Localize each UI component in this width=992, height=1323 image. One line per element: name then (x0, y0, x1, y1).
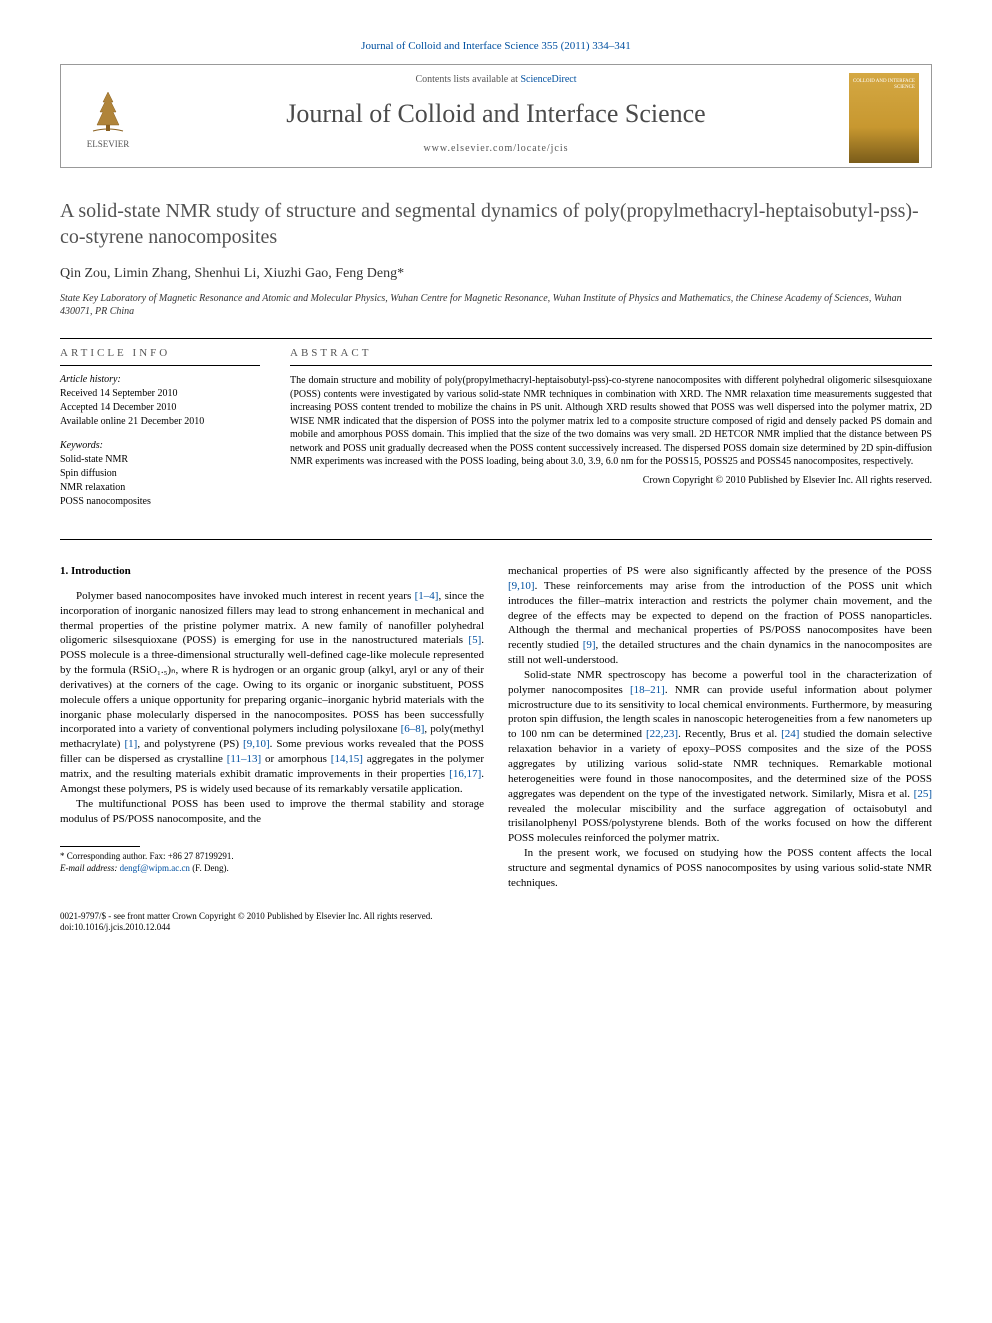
journal-header-box: ELSEVIER Contents lists available at Sci… (60, 64, 932, 168)
email-author-name: (F. Deng). (192, 863, 229, 873)
citation-link[interactable]: [22,23] (646, 728, 678, 740)
body-paragraph: Solid-state NMR spectroscopy has become … (508, 668, 932, 846)
header-center: Contents lists available at ScienceDirec… (163, 74, 829, 162)
corresponding-footnote: * Corresponding author. Fax: +86 27 8719… (60, 851, 484, 863)
body-paragraph: In the present work, we focused on study… (508, 846, 932, 891)
citation-link[interactable]: [25] (914, 788, 932, 800)
keyword-item: NMR relaxation (60, 481, 260, 494)
abstract-column: ABSTRACT The domain structure and mobili… (290, 339, 932, 509)
online-date: Available online 21 December 2010 (60, 415, 260, 428)
history-label: Article history: (60, 374, 260, 385)
body-text: . Recently, Brus et al. (678, 728, 781, 740)
elsevier-logo: ELSEVIER (73, 78, 143, 158)
keywords-block: Keywords: Solid-state NMR Spin diffusion… (60, 440, 260, 508)
citation-link[interactable]: [11–13] (227, 753, 261, 765)
info-abstract-row: ARTICLE INFO Article history: Received 1… (60, 338, 932, 509)
elsevier-label: ELSEVIER (87, 139, 130, 149)
citation-link[interactable]: [14,15] (331, 753, 363, 765)
journal-cover-thumbnail: COLLOID AND INTERFACE SCIENCE (849, 73, 919, 163)
keyword-item: POSS nanocomposites (60, 495, 260, 508)
citation-link[interactable]: [9,10] (243, 738, 270, 750)
body-column-left: 1. Introduction Polymer based nanocompos… (60, 564, 484, 891)
page-container: Journal of Colloid and Interface Science… (0, 0, 992, 974)
body-text: or amorphous (261, 753, 331, 765)
footer-doi: doi:10.1016/j.jcis.2010.12.044 (60, 922, 932, 934)
authors-names: Qin Zou, Limin Zhang, Shenhui Li, Xiuzhi… (60, 266, 397, 281)
body-text: Polymer based nanocomposites have invoke… (76, 590, 415, 602)
email-footnote: E-mail address: dengf@wipm.ac.cn (F. Den… (60, 863, 484, 875)
header-row: ELSEVIER Contents lists available at Sci… (61, 65, 931, 167)
body-column-right: mechanical properties of PS were also si… (508, 564, 932, 891)
journal-homepage-url: www.elsevier.com/locate/jcis (163, 143, 829, 154)
body-paragraph: Polymer based nanocomposites have invoke… (60, 589, 484, 797)
email-label: E-mail address: (60, 863, 117, 873)
citation-link[interactable]: [16,17] (449, 768, 481, 780)
article-info-header: ARTICLE INFO (60, 339, 260, 366)
section-divider (60, 539, 932, 540)
body-text: mechanical properties of PS were also si… (508, 565, 932, 577)
received-date: Received 14 September 2010 (60, 387, 260, 400)
citation-link[interactable]: [6–8] (401, 723, 425, 735)
sciencedirect-link[interactable]: ScienceDirect (520, 74, 576, 85)
citation-link[interactable]: [1] (125, 738, 138, 750)
citation-link[interactable]: [9] (583, 639, 596, 651)
accepted-date: Accepted 14 December 2010 (60, 401, 260, 414)
citation-link[interactable]: [9,10] (508, 580, 535, 592)
contents-text: Contents lists available at (415, 74, 520, 85)
abstract-copyright: Crown Copyright © 2010 Published by Else… (290, 475, 932, 486)
page-footer: 0021-9797/$ - see front matter Crown Cop… (60, 911, 932, 934)
keywords-label: Keywords: (60, 440, 260, 451)
footnote-separator (60, 846, 140, 847)
journal-reference: Journal of Colloid and Interface Science… (60, 40, 932, 52)
body-text: revealed the molecular miscibility and t… (508, 803, 932, 845)
keyword-item: Spin diffusion (60, 467, 260, 480)
body-paragraph: mechanical properties of PS were also si… (508, 564, 932, 668)
cover-label: COLLOID AND INTERFACE SCIENCE (849, 79, 915, 90)
abstract-text: The domain structure and mobility of pol… (290, 374, 932, 469)
body-text: , and polystyrene (PS) (137, 738, 243, 750)
elsevier-tree-icon (83, 87, 133, 137)
intro-heading: 1. Introduction (60, 564, 484, 579)
abstract-header: ABSTRACT (290, 339, 932, 366)
citation-link[interactable]: [1–4] (415, 590, 439, 602)
keyword-item: Solid-state NMR (60, 453, 260, 466)
article-info-column: ARTICLE INFO Article history: Received 1… (60, 339, 260, 509)
email-link[interactable]: dengf@wipm.ac.cn (120, 863, 190, 873)
body-text: . POSS molecule is a three-dimensional s… (60, 634, 484, 735)
footer-copyright: 0021-9797/$ - see front matter Crown Cop… (60, 911, 932, 923)
journal-name: Journal of Colloid and Interface Science (163, 99, 829, 129)
affiliation: State Key Laboratory of Magnetic Resonan… (60, 292, 932, 318)
body-paragraph: The multifunctional POSS has been used t… (60, 797, 484, 827)
citation-link[interactable]: [24] (781, 728, 799, 740)
citation-link[interactable]: [18–21] (630, 684, 665, 696)
body-columns: 1. Introduction Polymer based nanocompos… (60, 564, 932, 891)
article-title: A solid-state NMR study of structure and… (60, 198, 932, 250)
contents-available-line: Contents lists available at ScienceDirec… (163, 74, 829, 85)
authors-line: Qin Zou, Limin Zhang, Shenhui Li, Xiuzhi… (60, 266, 932, 282)
corresponding-author-mark: * (397, 266, 404, 281)
citation-link[interactable]: [5] (468, 634, 481, 646)
